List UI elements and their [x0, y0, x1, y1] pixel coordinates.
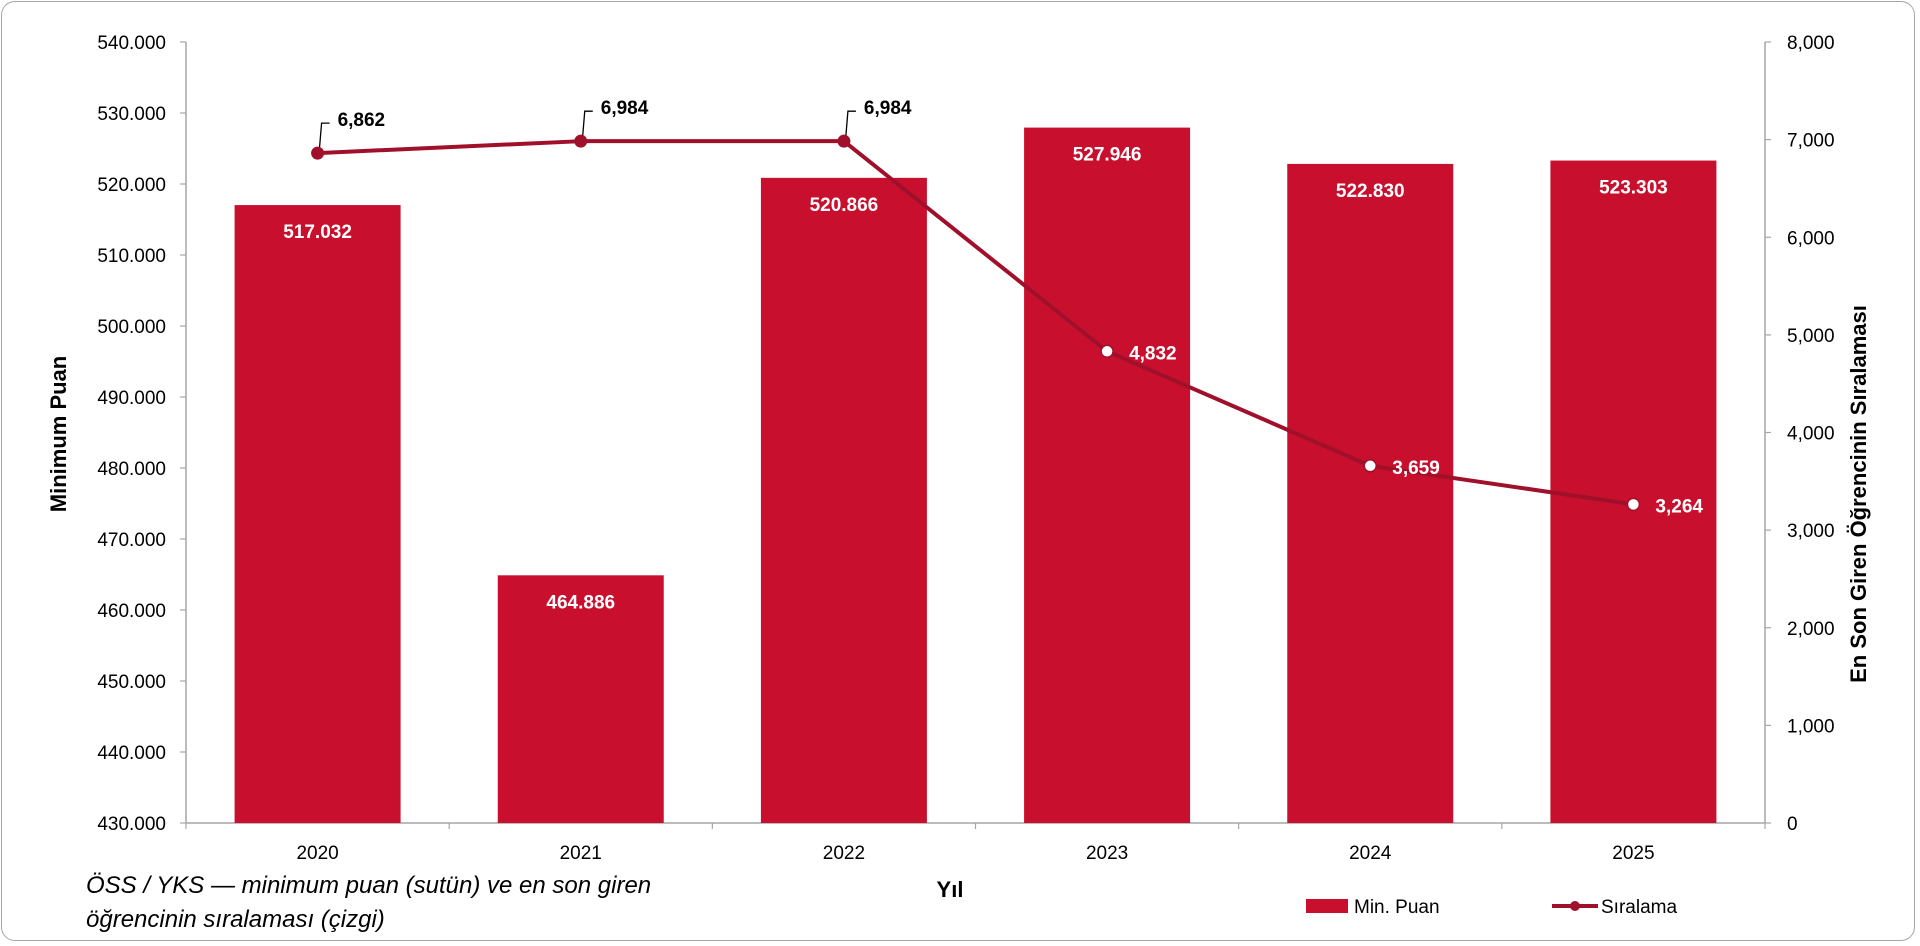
y-axis-title: Minimum Puan [46, 356, 71, 512]
line-value-label: 6,984 [864, 98, 912, 119]
y-tick-label: 480.000 [97, 459, 166, 480]
bar-value-label: 517.032 [283, 222, 352, 243]
bar-value-label: 527.946 [1073, 145, 1142, 166]
legend-line-label: Sıralama [1601, 897, 1677, 918]
line-point [574, 134, 588, 148]
chart-axes: 430.000 440.000 450.000 460.000 470.000 480.0… [97, 33, 1834, 864]
bar [760, 177, 927, 824]
line-point [1626, 497, 1641, 512]
bar [1550, 160, 1717, 823]
x-axis-title: Yıl [937, 877, 964, 902]
x-tick-label: 2024 [1349, 843, 1392, 864]
y-tick-label: 500.000 [97, 317, 166, 338]
y-tick-label: 520.000 [97, 175, 166, 196]
x-tick-label: 2023 [1086, 843, 1128, 864]
y2-axis-title: En Son Giren Öğrencinin Sıralaması [1846, 305, 1871, 683]
bar [234, 205, 401, 823]
y2-tick-label: 2,000 [1787, 619, 1835, 640]
y-tick-label: 460.000 [97, 601, 166, 622]
y2-tick-label: 3,000 [1787, 521, 1835, 542]
y-tick-label: 440.000 [97, 743, 166, 764]
bar [1024, 127, 1191, 824]
y-tick-label: 490.000 [97, 388, 166, 409]
line-point [1100, 344, 1114, 359]
label-leader-line [845, 110, 856, 136]
legend-bar-swatch [1306, 899, 1348, 913]
legend: Min. Puan Sıralama [1306, 897, 1677, 918]
caption-line-2: öğrencinin sıralaması (çizgi) [86, 906, 385, 933]
label-leader-line [318, 122, 330, 148]
y2-tick-label: 4,000 [1787, 424, 1835, 445]
y-tick-label: 430.000 [97, 814, 166, 835]
y-tick-label: 530.000 [97, 104, 166, 125]
line-series [311, 134, 1641, 512]
bar [1287, 163, 1454, 824]
line-value-label: 6,862 [338, 110, 386, 131]
y2-tick-label: 1,000 [1787, 716, 1835, 737]
legend-bar-label: Min. Puan [1354, 897, 1440, 918]
caption-line-1: ÖSS / YKS — minimum puan (sutün) ve en s… [86, 872, 651, 899]
y-tick-label: 510.000 [97, 246, 166, 267]
y-tick-label: 450.000 [97, 672, 166, 693]
y2-tick-label: 0 [1787, 814, 1798, 835]
bar-value-label: 464.886 [546, 592, 615, 613]
line-point [311, 146, 325, 160]
y-tick-label: 540.000 [97, 33, 166, 54]
line-value-label: 4,832 [1129, 343, 1177, 364]
x-tick-label: 2025 [1612, 843, 1654, 864]
label-leader-line [582, 110, 593, 136]
line-point [837, 134, 851, 148]
bar-value-label: 522.830 [1336, 181, 1405, 202]
y2-tick-label: 6,000 [1787, 228, 1835, 249]
x-tick-label: 2021 [560, 843, 602, 864]
bar-series [234, 127, 1717, 824]
y2-tick-label: 5,000 [1787, 326, 1835, 347]
bar-value-label: 520.866 [810, 195, 879, 216]
y2-tick-label: 7,000 [1787, 131, 1835, 152]
y-tick-label: 470.000 [97, 530, 166, 551]
bar [497, 575, 664, 823]
y2-tick-label: 8,000 [1787, 33, 1835, 54]
data-labels: 517.032 464.886 520.866 527.946 522.830 523.3… [283, 98, 1703, 613]
line-point [1363, 459, 1377, 473]
bar-value-label: 523.303 [1599, 178, 1668, 199]
line-value-label: 3,264 [1655, 496, 1703, 517]
line-value-label: 6,984 [601, 98, 649, 119]
x-tick-label: 2022 [823, 843, 865, 864]
x-tick-label: 2020 [296, 843, 338, 864]
legend-line-marker [1570, 901, 1580, 911]
line-path [317, 139, 1634, 507]
line-value-label: 3,659 [1392, 458, 1440, 479]
